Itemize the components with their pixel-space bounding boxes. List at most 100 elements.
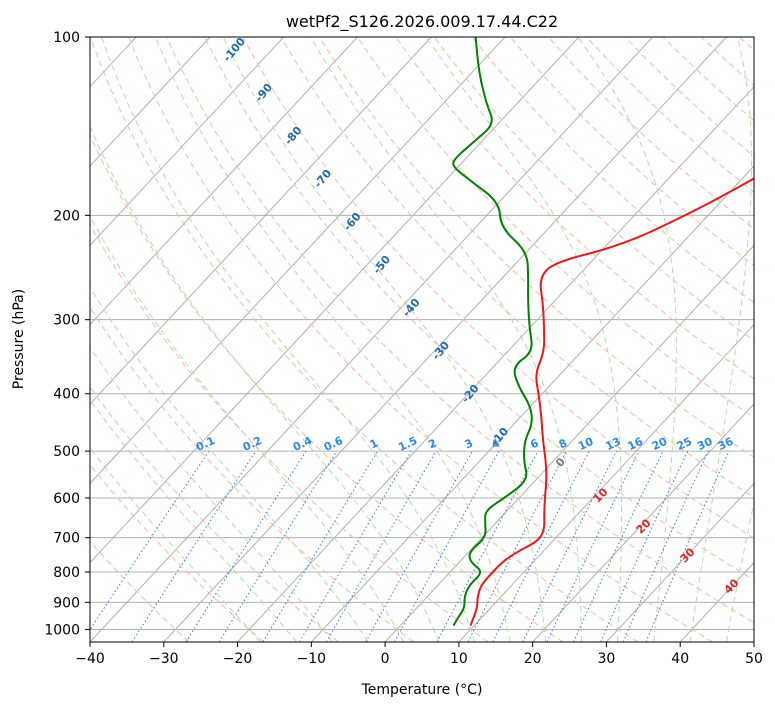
- mixing-ratio-line: [522, 450, 618, 642]
- mixing-ratio-line: [218, 450, 338, 642]
- dry-adiabat-label: -60: [341, 210, 364, 234]
- mixing-ratio-label: 6: [528, 436, 541, 451]
- isotherm-line: [90, 37, 432, 405]
- y-tick-label: 200: [53, 208, 80, 224]
- mixing-ratio-line: [90, 450, 210, 631]
- mixing-ratio-label: 8: [557, 436, 569, 451]
- dry-adiabat-line: [90, 540, 190, 642]
- moist-adiabat-label: 10: [591, 485, 611, 505]
- sounding-lines: [452, 37, 754, 627]
- isotherm-line: [458, 323, 754, 642]
- dry-adiabat-line: [357, 37, 754, 419]
- dry-adiabat-line: [127, 37, 713, 642]
- moist-adiabat-line: [726, 500, 754, 642]
- y-tick-label: 900: [53, 595, 80, 611]
- isotherm-line: [679, 561, 754, 642]
- dry-adiabat-line: [662, 37, 754, 122]
- background-lines: [0, 37, 754, 642]
- y-axis-label: Pressure (hPa): [11, 289, 27, 389]
- isotherm-line: [606, 482, 754, 642]
- plot-frame: [89, 36, 755, 643]
- y-tick-label: 600: [53, 491, 80, 507]
- mixing-ratio-label: 16: [626, 435, 646, 453]
- dry-adiabat-line: [280, 37, 754, 498]
- x-tick-label: 20: [524, 651, 542, 667]
- x-tick-label: −10: [297, 651, 327, 667]
- moist-adiabat-line: [425, 37, 623, 642]
- dry-adiabat-line: [204, 37, 754, 581]
- dry-adiabat-line: [700, 37, 754, 87]
- x-tick-label: 30: [598, 651, 616, 667]
- mixing-ratio-line: [262, 450, 378, 642]
- mixing-ratio-line: [600, 450, 689, 642]
- dry-adiabat-label: -20: [459, 382, 482, 406]
- isotherm-line: [0, 37, 62, 642]
- moist-adiabat-line: [577, 37, 677, 642]
- dry-adiabat-line: [548, 37, 754, 230]
- isotherm-line: [237, 85, 754, 642]
- x-tick-label: 10: [450, 651, 468, 667]
- dry-adiabat-line: [90, 134, 564, 642]
- mixing-ratio-label: 1: [368, 436, 380, 451]
- dry-adiabat-label: -40: [400, 296, 423, 320]
- isotherm-line: [90, 37, 506, 485]
- inline-labels: 0.1 0.2 0.4 0.6 1 1.5 2 3 4 6 8 10 13 16 20 25 30 36-100-…: [194, 35, 742, 597]
- isotherm-line: [163, 37, 727, 642]
- moist-adiabat-line: [90, 346, 333, 642]
- dry-adiabat-label: -80: [282, 124, 305, 148]
- moist-adiabat-line: [90, 125, 440, 642]
- dry-adiabat-label: -50: [370, 253, 393, 277]
- dewpoint-line: [452, 37, 533, 627]
- mixing-ratio-line: [131, 450, 257, 642]
- mixing-ratio-line: [365, 450, 473, 642]
- mixing-ratio-line: [573, 450, 664, 642]
- y-tick-label: 300: [53, 313, 80, 329]
- mixing-ratio-line: [394, 450, 500, 642]
- moist-adiabat-line: [155, 37, 511, 642]
- mixing-ratio-line: [645, 450, 730, 642]
- dry-adiabat-line: [586, 37, 754, 193]
- mixing-ratio-label: 10: [576, 435, 596, 453]
- y-tick-label: 1000: [44, 622, 80, 638]
- isotherm-line: [90, 37, 358, 326]
- dry-adiabat-line: [471, 37, 754, 304]
- dry-adiabat-line: [90, 464, 265, 642]
- dry-adiabat-line: [395, 37, 754, 380]
- moist-adiabat-line: [101, 37, 475, 642]
- chart-title: wetPf2_S126.2026.009.17.44.C22: [286, 12, 558, 32]
- moist-adiabat-label: 20: [634, 516, 654, 536]
- dry-adiabat-line: [166, 37, 754, 624]
- isotherm-line: [90, 37, 654, 642]
- isotherm-line: [753, 641, 754, 642]
- y-tick-label: 100: [53, 30, 80, 46]
- moist-adiabat-line: [90, 447, 261, 642]
- mixing-ratio-label: 25: [675, 435, 694, 453]
- y-tick-label: 800: [53, 565, 80, 581]
- moist-adiabat-line: [310, 37, 582, 642]
- isotherm-line: [90, 37, 580, 564]
- x-tick-label: 50: [745, 651, 763, 667]
- y-tick-label: 700: [53, 531, 80, 547]
- mixing-ratio-label: 30: [695, 435, 715, 453]
- temperature-line: [469, 177, 754, 626]
- moist-adiabat-line: [90, 214, 405, 642]
- mixing-ratio-label: 36: [716, 435, 736, 453]
- dry-adiabat-line: [242, 37, 754, 539]
- dry-adiabat-line: [90, 306, 414, 642]
- x-tick-label: 0: [381, 651, 390, 667]
- x-tick-label: −30: [149, 651, 179, 667]
- isotherm-line: [384, 244, 754, 642]
- axes: −40 −30 −20 −10 0 10 20 30 40 50 100 200 300 400 500 60…: [44, 30, 763, 667]
- x-tick-label: −40: [75, 651, 105, 667]
- dry-adiabat-label: -90: [252, 81, 275, 105]
- moist-adiabat-line: [90, 286, 369, 642]
- x-tick-label: −20: [223, 651, 253, 667]
- mixing-ratio-line: [436, 450, 539, 642]
- dry-adiabat-line: [624, 37, 754, 158]
- mixing-ratio-line: [185, 450, 307, 642]
- dry-adiabat-line: [318, 37, 754, 458]
- mixing-ratio-line: [622, 450, 709, 642]
- mixing-ratio-line: [299, 450, 412, 642]
- mixing-ratio-label: 13: [603, 435, 622, 453]
